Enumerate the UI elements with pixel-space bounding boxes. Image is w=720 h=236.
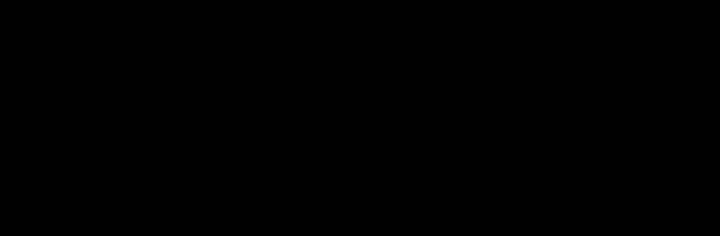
Text: +  13: + 13	[526, 141, 564, 152]
Text: t: t	[475, 45, 480, 55]
Text: x: x	[82, 72, 89, 82]
Text: ²: ²	[480, 45, 483, 53]
Text: k̂.: k̂.	[570, 141, 584, 152]
Text: is measured in meters and t in seconds.: is measured in meters and t in seconds.	[89, 72, 323, 82]
Text: Find its acceleration when t = 2 s.: Find its acceleration when t = 2 s.	[82, 163, 282, 173]
Text: ave: ave	[206, 97, 220, 105]
Text: 6.  The position vector of an object moving in a plane is given by: 6. The position vector of an object movi…	[52, 141, 426, 152]
Text: ²: ²	[519, 141, 523, 149]
Text: =   − 6: = − 6	[431, 45, 475, 55]
Text: +  9: + 9	[483, 141, 515, 152]
Text: 5.  The position of a particle moving along the x-axis is given by: 5. The position of a particle moving alo…	[52, 45, 424, 55]
Text: t: t	[515, 141, 519, 152]
Text: t: t	[564, 141, 570, 152]
Text: (t) = 6: (t) = 6	[431, 141, 468, 152]
Text: r: r	[426, 141, 431, 152]
Text: b.   What is the velocity at t = 3?: b. What is the velocity at t = 3?	[109, 110, 298, 120]
Text: ĵ: ĵ	[523, 140, 526, 152]
Text: t: t	[514, 45, 519, 55]
Text: t: t	[468, 141, 473, 152]
Text: ³: ³	[473, 141, 476, 149]
Text: + 5  where: + 5 where	[519, 45, 586, 55]
Text: x: x	[424, 45, 431, 55]
Text: a.   What is the v: a. What is the v	[109, 93, 206, 102]
Text: î: î	[476, 141, 483, 152]
Text: during the time interval t = 1 s to t = 3 s?: during the time interval t = 1 s to t = …	[220, 93, 467, 102]
Text: + 24: + 24	[483, 45, 514, 55]
